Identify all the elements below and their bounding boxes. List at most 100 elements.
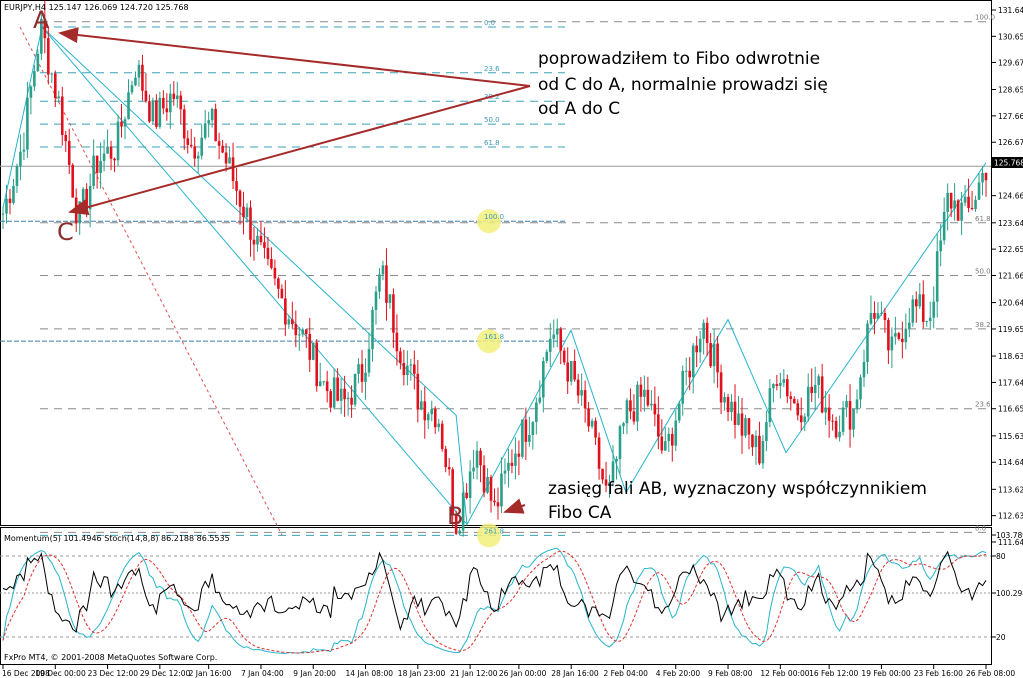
- candle-body: [601, 468, 604, 480]
- candle-body: [311, 342, 315, 360]
- candle-body: [374, 291, 378, 310]
- x-tick-label: 19 Feb 00:00: [861, 669, 910, 678]
- candle-body: [622, 423, 625, 427]
- y-tick-label: 120.640: [998, 299, 1023, 308]
- candle-body: [475, 450, 479, 468]
- candle-body: [827, 407, 831, 421]
- candle-body: [834, 420, 838, 438]
- candle-body: [364, 372, 367, 382]
- x-tick-label: 28 Jan 16:00: [551, 669, 599, 678]
- candle-body: [360, 364, 364, 382]
- candle-body: [650, 403, 653, 406]
- momentum-line: [2, 550, 987, 633]
- candle-body: [433, 408, 437, 428]
- candle-body: [608, 482, 611, 486]
- candle-body: [99, 160, 102, 173]
- candle-body: [521, 419, 524, 457]
- candle-body: [765, 422, 768, 441]
- candle-body: [182, 109, 186, 139]
- candle-body: [674, 420, 678, 446]
- candle-body: [981, 172, 984, 183]
- candle-body: [894, 333, 897, 337]
- candle-body: [402, 362, 406, 376]
- indicator-header: Momentum(5) 101.4946 Stoch(14,8,8) 86.21…: [4, 534, 230, 543]
- y-tick-label: 116.650: [998, 405, 1023, 414]
- candle-body: [928, 317, 932, 322]
- candles: [1, 0, 988, 537]
- candle-body: [535, 402, 538, 423]
- candle-body: [367, 349, 371, 373]
- x-tick-label: 16 Dec 2008: [2, 669, 50, 678]
- candle-body: [301, 329, 305, 335]
- y-tick-label: 127.660: [998, 112, 1023, 121]
- annotation-fibo-reverse: poprowadziłem to Fibo odwrotnie od C do …: [538, 49, 833, 119]
- candle-body: [172, 93, 176, 100]
- candle-body: [848, 400, 852, 430]
- fib-right-label: 38.2: [975, 321, 991, 329]
- candle-body: [88, 185, 92, 210]
- candle-body: [158, 97, 162, 127]
- candle-body: [270, 258, 273, 268]
- stoch-main-value: 86.2188: [161, 534, 194, 543]
- candle-body: [291, 319, 294, 325]
- candle-body: [496, 502, 500, 507]
- candle-body: [855, 399, 859, 409]
- candle-body: [162, 97, 165, 109]
- candle-body: [479, 450, 482, 466]
- candle-body: [845, 400, 848, 408]
- candle-body: [716, 343, 719, 373]
- candle-body: [214, 108, 217, 142]
- candle-body: [740, 413, 744, 436]
- candle-body: [887, 319, 890, 351]
- x-tick-label: 9 Jan 20:00: [293, 669, 336, 678]
- candle-body: [440, 423, 444, 449]
- candle-body: [57, 96, 61, 99]
- candle-body: [810, 386, 814, 394]
- candle-body: [817, 376, 820, 385]
- x-tick-label: 7 Jan 04:00: [241, 669, 284, 678]
- candle-body: [207, 120, 210, 124]
- candle-body: [873, 313, 876, 319]
- candle-body: [587, 408, 590, 427]
- wave-ab-line: [41, 26, 468, 525]
- candle-body: [751, 434, 754, 448]
- annotation-arrows: [58, 27, 531, 514]
- candle-body: [263, 242, 266, 248]
- stoch-label: Stoch(14,8,8): [104, 534, 158, 543]
- candle-body: [175, 95, 179, 100]
- candle-body: [569, 360, 573, 382]
- candle-body: [908, 322, 911, 329]
- candle-body: [970, 207, 974, 210]
- candle-body: [719, 372, 723, 403]
- candle-body: [977, 182, 981, 200]
- candle-body: [308, 333, 312, 360]
- candle-body: [935, 251, 939, 302]
- candle-body: [625, 400, 629, 424]
- candle-body: [806, 386, 810, 417]
- candle-body: [430, 408, 434, 415]
- current-price-box: [992, 157, 1023, 168]
- candle-body: [78, 201, 81, 224]
- fib-trend-line: [19, 26, 283, 536]
- candle-body: [510, 462, 514, 466]
- candle-body: [339, 388, 343, 401]
- y-tick-label: 129.670: [998, 58, 1023, 67]
- candle-body: [409, 364, 413, 366]
- candle-body: [217, 141, 221, 146]
- candle-body: [768, 388, 772, 423]
- candle-body: [388, 294, 392, 303]
- candle-body: [280, 288, 284, 299]
- candle-body: [984, 172, 988, 181]
- candle-body: [458, 530, 461, 534]
- candle-body: [92, 155, 95, 186]
- candle-body: [733, 401, 737, 425]
- current-price-label: 125.768: [994, 159, 1023, 168]
- candle-body: [60, 96, 64, 135]
- y-tick-label: 122.650: [998, 245, 1023, 254]
- candle-body: [378, 274, 381, 292]
- candle-body: [524, 419, 528, 442]
- candle-body: [904, 328, 908, 343]
- annotation-wave-range: zasięg fali AB, wyznaczony współczynniki…: [548, 479, 932, 523]
